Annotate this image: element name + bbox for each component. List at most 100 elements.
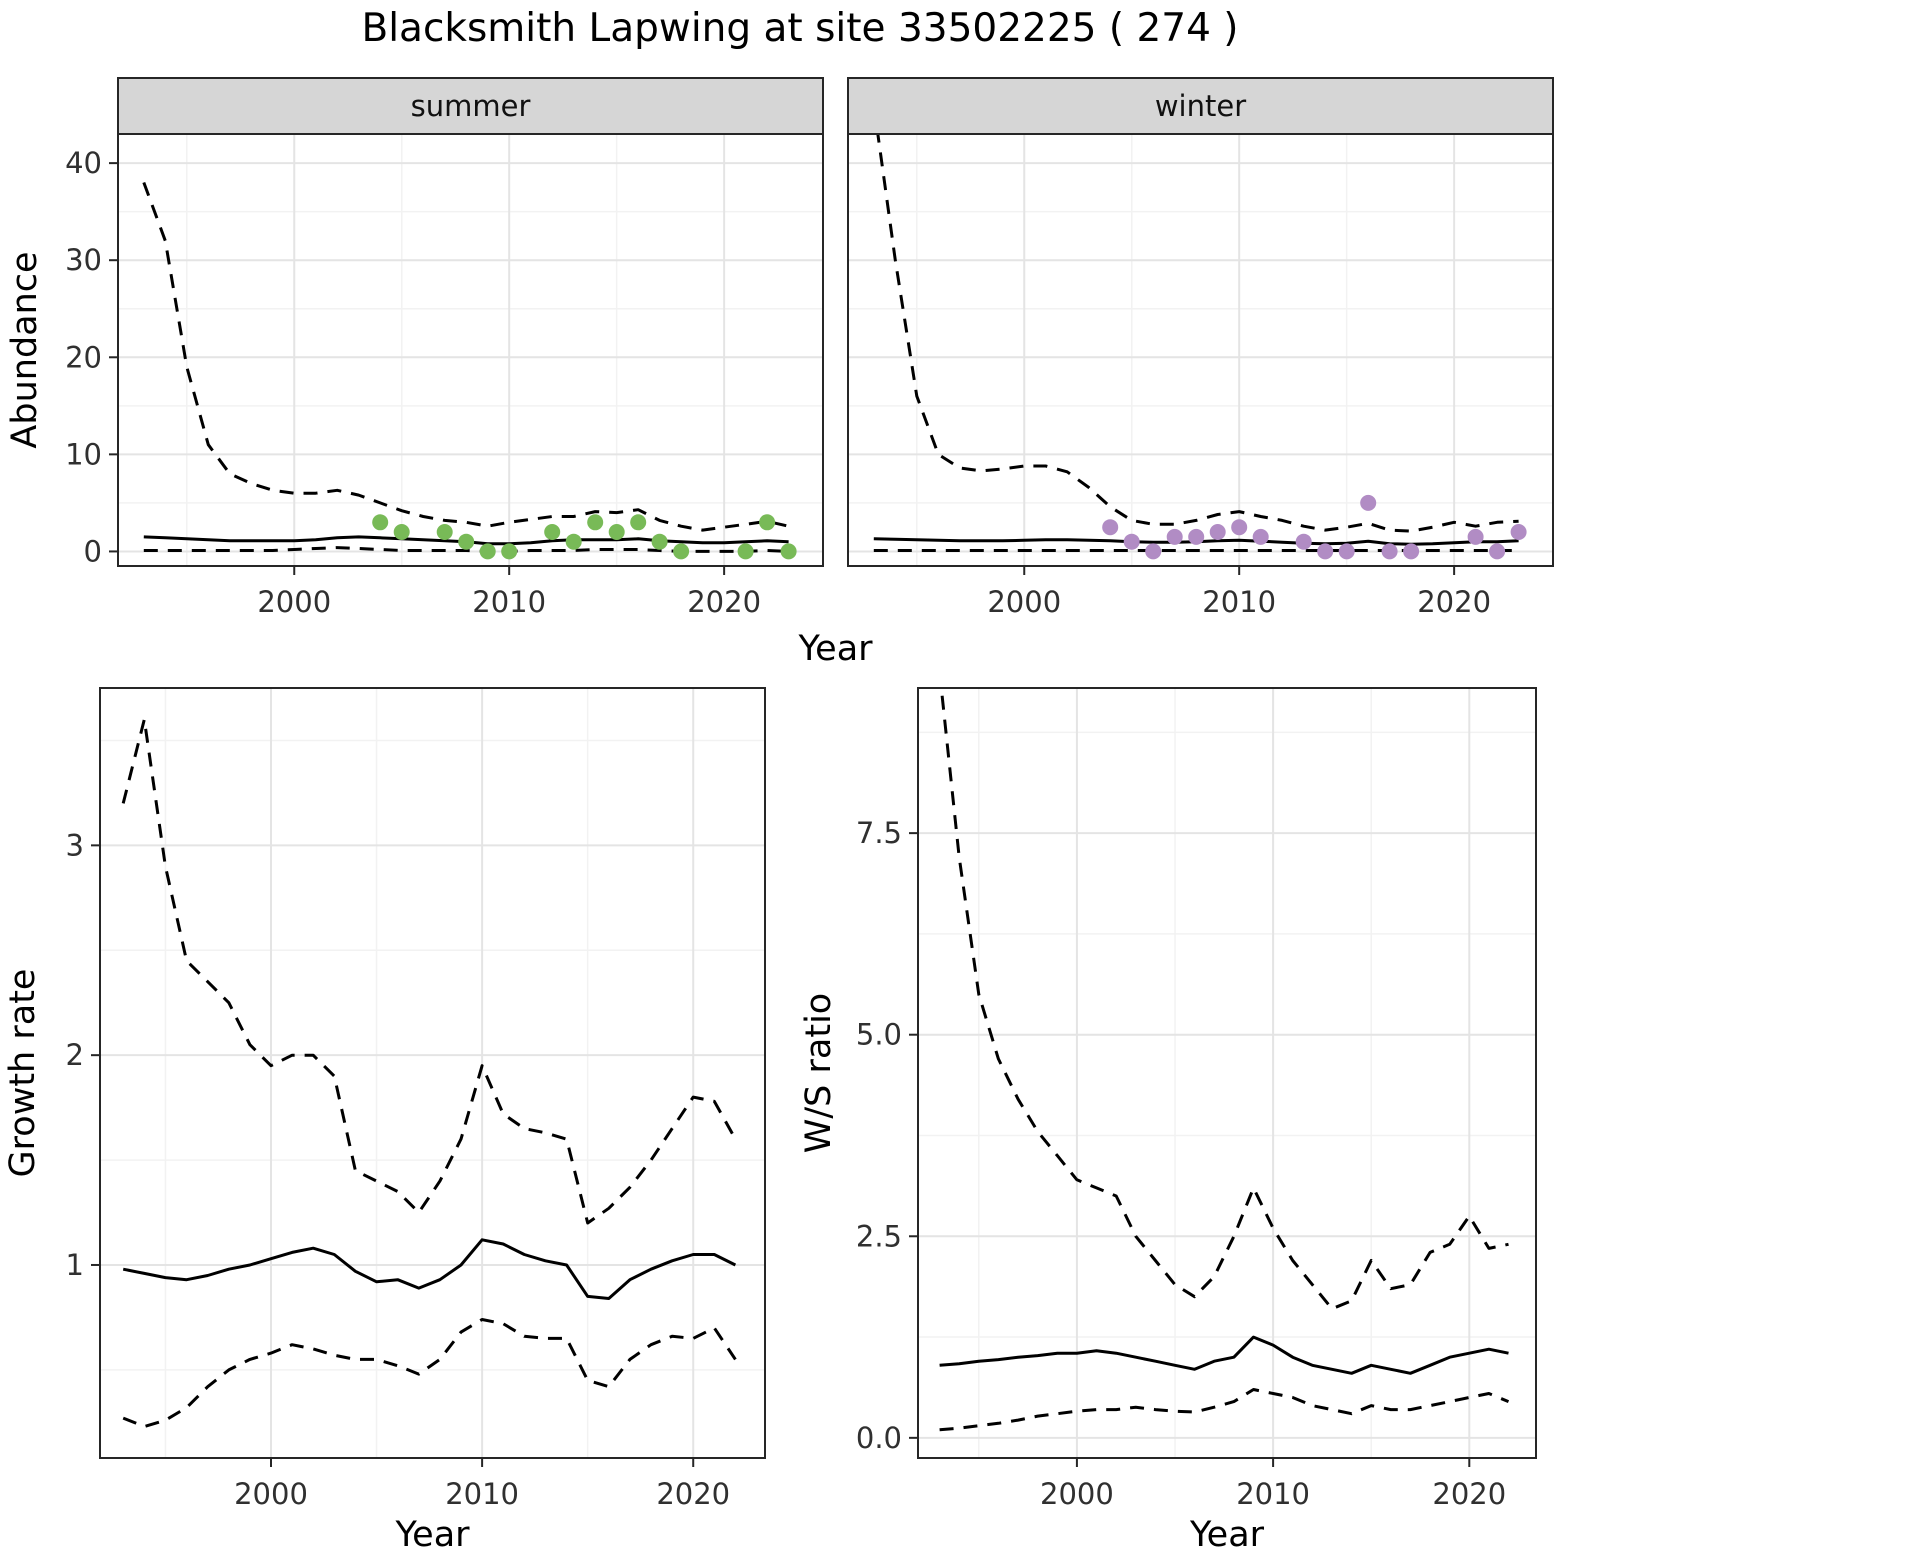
data-point	[1295, 533, 1312, 550]
y-tick-label: 3	[66, 828, 84, 862]
growth-rate-chart: 2000 2010 2020 1 2 3 Growth rate Year	[3, 687, 766, 1555]
data-point	[673, 543, 690, 560]
gridlines	[918, 688, 1536, 1458]
y-tick-label: 20	[65, 340, 102, 374]
data-point	[1231, 519, 1248, 536]
data-point	[501, 543, 518, 560]
abundance-facet-chart: summer winter 2000 2010 2020 2000 2010 2020 0 10 2…	[5, 77, 1554, 669]
data-point	[1467, 528, 1484, 545]
gridlines	[118, 134, 823, 566]
x-axis: 2000 2010 2020	[257, 566, 761, 619]
data-point	[1102, 519, 1119, 536]
x-axis-title: Year	[1189, 1515, 1265, 1555]
data-point	[1209, 524, 1226, 540]
data-point	[436, 524, 453, 540]
x-tick-label: 2020	[1417, 585, 1491, 619]
series-upper-95ci	[876, 134, 1519, 533]
series-lower-95ci	[939, 1388, 1510, 1432]
y-axis: 0.0 2.5 5.0 7.5	[856, 816, 918, 1455]
data-point	[1188, 528, 1205, 545]
series-mean	[122, 1238, 737, 1300]
data-point	[1317, 543, 1334, 560]
series-upper-95ci	[142, 181, 789, 532]
data-point	[1338, 543, 1355, 560]
y-tick-label: 7.5	[856, 816, 902, 850]
y-axis: 0 10 20 30 40	[65, 146, 118, 568]
data-point	[565, 533, 582, 550]
x-axis: 2000 2010 2020	[1040, 1458, 1506, 1511]
data-point	[393, 524, 410, 540]
observed-counts-summer	[372, 514, 797, 560]
panel-growth-rate	[99, 687, 766, 1459]
y-axis-title: Growth rate	[3, 969, 43, 1178]
y-axis-title: Abundance	[5, 251, 45, 448]
x-tick-label: 2000	[1040, 1477, 1114, 1511]
series-layer	[121, 718, 737, 1428]
x-tick-label: 2020	[1432, 1477, 1506, 1511]
x-axis-title: Year	[394, 1515, 470, 1555]
plot-title: Blacksmith Lapwing at site 33502225 ( 27…	[361, 6, 1239, 51]
y-tick-label: 10	[65, 437, 102, 471]
facet-strip-label: summer	[411, 89, 531, 123]
series-layer	[873, 134, 1527, 560]
y-tick-label: 1	[66, 1248, 84, 1282]
data-point	[737, 543, 754, 560]
y-tick-label: 5.0	[856, 1018, 902, 1052]
x-axis: 2000 2010 2020	[987, 566, 1491, 619]
series-layer	[939, 688, 1510, 1432]
data-point	[630, 514, 647, 531]
y-tick-label: 30	[65, 243, 102, 277]
x-tick-label: 2000	[234, 1477, 308, 1511]
y-tick-label: 40	[65, 146, 102, 180]
data-point	[1489, 543, 1506, 560]
data-point	[651, 533, 668, 550]
x-tick-label: 2020	[687, 585, 761, 619]
x-tick-label: 2000	[987, 585, 1061, 619]
y-tick-label: 0.0	[856, 1421, 902, 1455]
series-upper-95ci	[121, 718, 737, 1225]
x-axis: 2000 2010 2020	[234, 1458, 730, 1511]
series-mean	[939, 1335, 1509, 1375]
ws-ratio-chart: 2000 2010 2020 0.0 2.5 5.0 7.5 W/S ratio Year	[800, 687, 1537, 1555]
series-lower-95ci	[122, 1318, 737, 1428]
y-tick-label: 0	[84, 534, 102, 568]
data-point	[479, 543, 496, 560]
data-point	[1381, 543, 1398, 560]
series-upper-95ci	[939, 688, 1509, 1311]
facet-strip-winter: winter	[847, 77, 1554, 135]
data-point	[1510, 524, 1527, 540]
data-point	[1252, 528, 1269, 545]
panel-abundance-winter	[847, 133, 1554, 567]
x-tick-label: 2020	[656, 1477, 730, 1511]
series-layer	[142, 181, 797, 560]
observed-counts-winter	[1102, 494, 1527, 560]
data-point	[544, 524, 561, 540]
y-tick-label: 2	[66, 1038, 84, 1072]
data-point	[608, 524, 625, 540]
x-tick-label: 2010	[472, 585, 546, 619]
panel-abundance-summer	[117, 133, 824, 567]
x-tick-label: 2010	[1236, 1477, 1310, 1511]
panel-border	[917, 687, 1537, 1459]
data-point	[1145, 543, 1162, 560]
data-point	[1403, 543, 1420, 560]
x-tick-label: 2000	[257, 585, 331, 619]
data-point	[780, 543, 797, 560]
y-axis: 1 2 3	[66, 828, 100, 1282]
x-tick-label: 2010	[1202, 585, 1276, 619]
facet-strip-label: winter	[1155, 89, 1246, 123]
data-point	[1360, 494, 1377, 511]
y-axis-title: W/S ratio	[800, 993, 839, 1153]
x-tick-label: 2010	[445, 1477, 519, 1511]
gridlines	[100, 688, 765, 1458]
data-point	[372, 514, 389, 531]
panel-ws-ratio	[917, 687, 1537, 1459]
data-point	[759, 514, 776, 531]
facet-strip-summer: summer	[117, 77, 824, 135]
data-point	[458, 533, 475, 550]
y-tick-label: 2.5	[856, 1219, 902, 1253]
data-point	[1166, 528, 1183, 545]
data-point	[1123, 533, 1140, 550]
panel-border	[99, 687, 766, 1459]
